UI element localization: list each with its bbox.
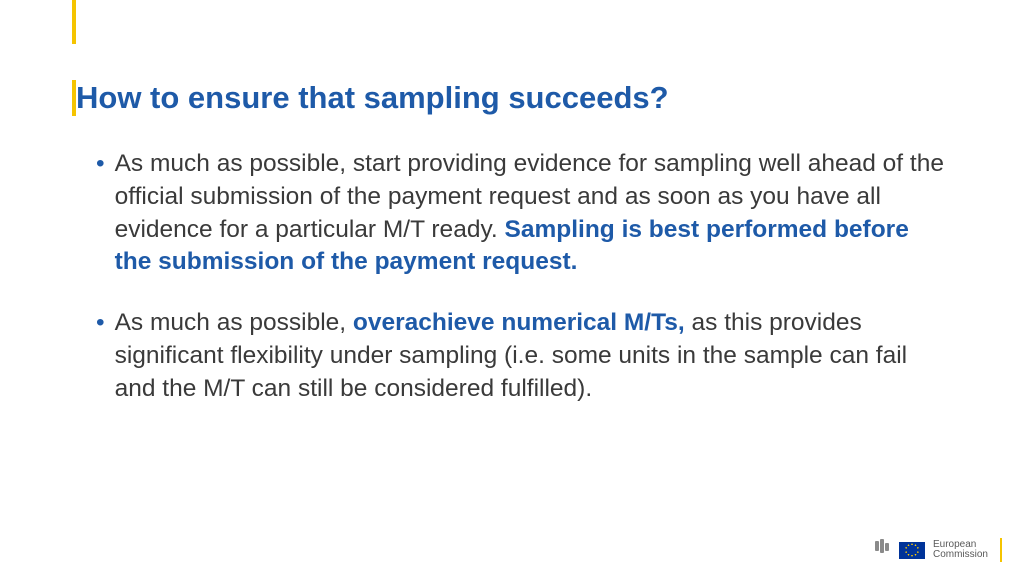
slide: How to ensure that sampling succeeds? •A… <box>0 0 1024 576</box>
footer-logo: European Commission <box>875 538 1002 562</box>
bullet-dot-icon: • <box>96 307 105 405</box>
bullet-text: As much as possible, overachieve numeric… <box>115 307 946 405</box>
slide-content: •As much as possible, start providing ev… <box>96 148 946 434</box>
bullet-item: •As much as possible, start providing ev… <box>96 148 946 279</box>
slide-title: How to ensure that sampling succeeds? <box>76 80 669 116</box>
emphasis-run: , <box>678 309 692 336</box>
footer-line2: Commission <box>933 550 988 561</box>
text-run: As much as possible, <box>115 309 353 336</box>
bullet-dot-icon: • <box>96 148 105 279</box>
emphasis-run: overachieve numerical M/Ts <box>353 309 678 336</box>
eu-flag-icon <box>899 542 925 559</box>
footer-text: European Commission <box>933 540 988 561</box>
top-accent-bar <box>72 0 76 44</box>
bullet-text: As much as possible, start providing evi… <box>115 148 946 279</box>
footer-end-bar <box>1000 538 1002 562</box>
bullet-item: •As much as possible, overachieve numeri… <box>96 307 946 405</box>
ec-bars-icon <box>875 539 891 561</box>
